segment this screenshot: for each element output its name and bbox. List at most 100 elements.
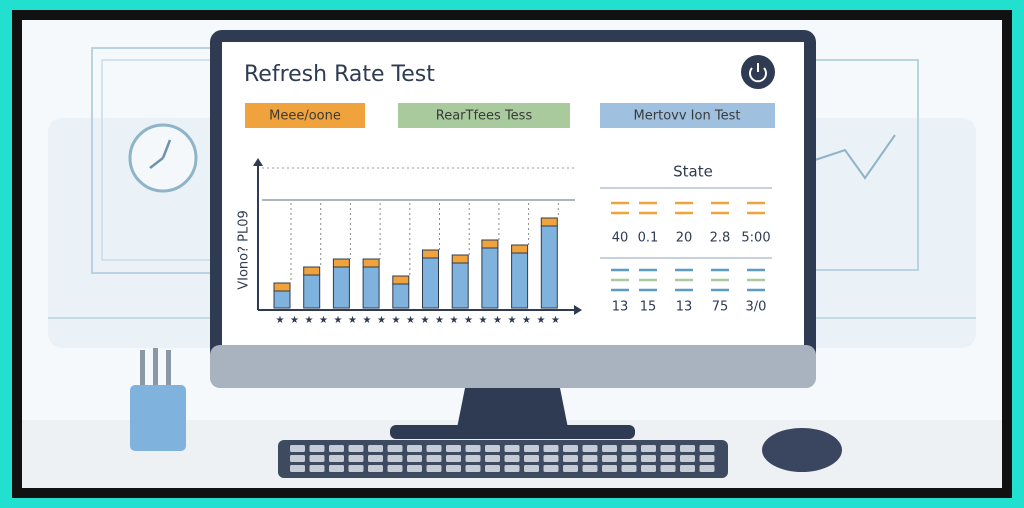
key <box>329 445 344 452</box>
clock-hand <box>149 157 164 169</box>
star: ★ <box>276 315 285 326</box>
axis-arrow <box>574 305 582 315</box>
key <box>621 465 637 472</box>
tab-label: Mertovv Ion Test <box>634 109 741 124</box>
key <box>329 465 344 472</box>
stat-value: 2.8 <box>710 231 731 246</box>
key <box>309 455 325 462</box>
star: ★ <box>421 315 430 326</box>
key <box>407 445 422 452</box>
key <box>387 445 403 452</box>
monitor-base <box>390 425 635 439</box>
star: ★ <box>551 315 560 326</box>
key <box>524 455 539 462</box>
key <box>641 455 656 462</box>
key <box>290 465 305 472</box>
key <box>660 445 676 452</box>
key <box>290 455 305 462</box>
key <box>426 455 442 462</box>
key <box>407 455 422 462</box>
key <box>582 455 598 462</box>
key <box>524 465 539 472</box>
bar-cap <box>273 282 291 292</box>
star: ★ <box>479 315 488 326</box>
tab[interactable] <box>245 103 365 128</box>
bar-cap <box>422 249 439 259</box>
bar-cap <box>511 244 529 254</box>
key <box>563 455 578 462</box>
bar-cap <box>481 239 499 249</box>
key <box>563 445 578 452</box>
key <box>504 455 520 462</box>
star: ★ <box>522 315 531 326</box>
tab[interactable] <box>398 103 570 128</box>
key <box>563 465 578 472</box>
screen-title: Refresh Rate Test <box>244 62 435 87</box>
key <box>602 455 617 462</box>
bar <box>481 247 499 309</box>
y-axis-label: VIono? PL09 <box>237 210 252 290</box>
star: ★ <box>334 315 343 326</box>
star: ★ <box>392 315 401 326</box>
key <box>660 465 676 472</box>
pen <box>153 348 158 390</box>
bar <box>511 252 529 309</box>
tab[interactable] <box>600 103 775 128</box>
key <box>680 465 695 472</box>
key <box>348 455 364 462</box>
key <box>602 465 617 472</box>
bar-cap <box>392 275 410 285</box>
key <box>582 445 598 452</box>
bar-cap <box>332 258 350 268</box>
monitor-neck <box>457 388 568 428</box>
trend-line <box>814 134 896 180</box>
stat-value: 40 <box>612 231 629 246</box>
stat-value: 75 <box>712 300 729 315</box>
key <box>524 445 539 452</box>
key <box>680 455 695 462</box>
key <box>485 465 500 472</box>
star: ★ <box>348 315 357 326</box>
key <box>543 445 559 452</box>
stats: 40 0.1 20 2.8 5:00 13 15 13 75 3/0 <box>611 201 771 315</box>
bar <box>422 257 439 309</box>
key <box>348 465 364 472</box>
star: ★ <box>493 315 502 326</box>
key <box>309 465 325 472</box>
stat-value: 3/0 <box>746 300 767 315</box>
stat-value: 20 <box>676 231 693 246</box>
key <box>582 465 598 472</box>
star: ★ <box>435 315 444 326</box>
clock-hand <box>161 139 172 159</box>
bar-cap <box>451 254 469 264</box>
star: ★ <box>377 315 386 326</box>
key <box>543 455 559 462</box>
key <box>465 465 481 472</box>
star: ★ <box>508 315 517 326</box>
pen <box>140 350 145 390</box>
key <box>602 445 617 452</box>
key <box>699 445 715 452</box>
bar <box>540 225 558 309</box>
bar-cap <box>303 266 321 276</box>
monitor-chin <box>210 345 816 388</box>
key <box>504 465 520 472</box>
key <box>387 465 403 472</box>
key <box>485 455 500 462</box>
tab-label: RearTfees Tess <box>436 109 533 124</box>
star: ★ <box>537 315 546 326</box>
key <box>426 465 442 472</box>
key <box>446 455 461 462</box>
bar-cap <box>362 258 380 268</box>
star: ★ <box>305 315 314 326</box>
key <box>699 455 715 462</box>
key <box>699 465 715 472</box>
key <box>426 445 442 452</box>
key <box>680 445 695 452</box>
key <box>368 455 383 462</box>
key <box>641 445 656 452</box>
key <box>465 445 481 452</box>
bar <box>451 262 469 309</box>
key <box>368 445 383 452</box>
